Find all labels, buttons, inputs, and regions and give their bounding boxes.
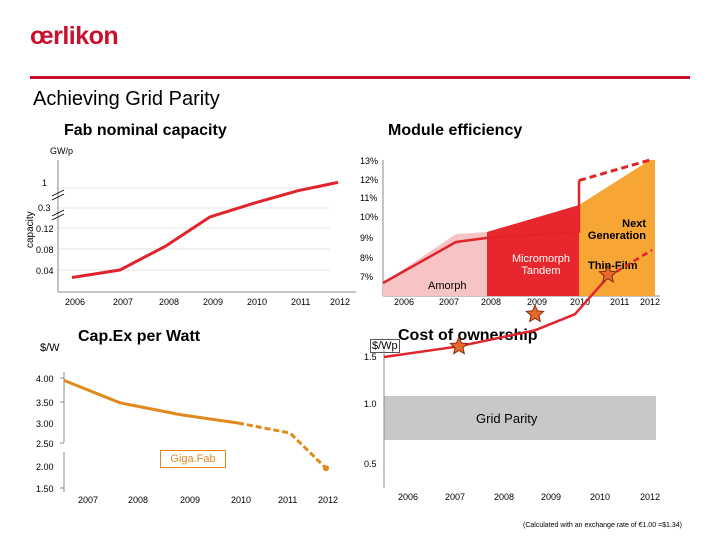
module-line-layer: [382, 158, 651, 285]
cost-xtick: 2010: [590, 492, 611, 502]
module-region-amorph: [383, 232, 487, 296]
cost-milestone-star: [449, 336, 469, 355]
capex-ytick: 4.00: [36, 374, 54, 384]
cost-xtick: 2007: [445, 492, 466, 502]
cost-xtick: 2008: [494, 492, 515, 502]
capex-line: [63, 379, 239, 425]
cost-ytick: 0.5: [364, 459, 377, 469]
capex-ytick: 2.00: [36, 462, 54, 472]
fab-line-layer: [71, 180, 339, 279]
cost-title: Cost of ownership: [398, 327, 538, 344]
module-xtick: 2006: [394, 297, 415, 307]
cost-ytick: 1.5: [364, 352, 377, 362]
slide-title: Achieving Grid Parity: [33, 88, 220, 110]
module-xtick: 2008: [481, 297, 502, 307]
capex-xtick: 2012: [318, 495, 339, 505]
fab-ytick: 0.04: [36, 266, 54, 276]
capex-xtick: 2010: [231, 495, 252, 505]
fab-capacity-line: [71, 180, 339, 279]
capex-projection: [237, 421, 328, 470]
header-divider: [30, 76, 690, 79]
cost-line-layer: [383, 248, 653, 359]
module-efficiency-projection: [578, 158, 651, 182]
module-region-label-thinfilm: Thin-Film: [588, 260, 638, 272]
fab-xtick: 2012: [330, 297, 351, 307]
capex-line-layer: [63, 379, 329, 472]
module-ytick: 10%: [360, 212, 379, 222]
fab-xtick: 2007: [113, 297, 134, 307]
module-ytick: 8%: [360, 253, 374, 263]
capex-ytick: 3.00: [36, 419, 54, 429]
capex-unit-label: $/W: [40, 342, 60, 354]
grid-parity-band: [384, 396, 656, 440]
fab-xtick: 2008: [159, 297, 180, 307]
fab-axis-break: [51, 209, 65, 221]
oerlikon-logo: œrlikon: [30, 22, 119, 50]
module-ytick: 11%: [360, 193, 378, 203]
cost-projection: [607, 248, 653, 278]
module-title: Module efficiency: [388, 122, 523, 139]
cost-line: [383, 275, 609, 359]
module-region-label-micromorph: Micromorph Tandem: [511, 253, 571, 277]
fab-axis-break: [51, 189, 65, 201]
fab-xtick: 2006: [65, 297, 86, 307]
fab-unit-label: GW/p: [50, 146, 74, 156]
module-region-next: [579, 160, 655, 296]
capex-end-point: [323, 465, 329, 472]
module-xtick: 2009: [527, 297, 548, 307]
fab-ytick: 1: [42, 178, 48, 188]
module-xtick: 2012: [640, 297, 661, 307]
fab-xtick: 2009: [203, 297, 224, 307]
module-ytick: 13%: [360, 156, 379, 166]
capex-title: Cap.Ex per Watt: [78, 328, 201, 345]
fab-ytick: 0.12: [36, 224, 54, 234]
cost-milestone-star: [525, 303, 545, 323]
module-xtick: 2010: [570, 297, 591, 307]
module-region-label-next: Next Generation: [587, 218, 646, 242]
cost-xtick: 2006: [398, 492, 419, 502]
module-xtick: 2007: [439, 297, 460, 307]
cost-milestone-star: [598, 264, 618, 283]
cost-unit-label: $/Wp: [370, 339, 400, 353]
module-ytick: 12%: [360, 175, 379, 185]
cost-ytick: 1.0: [364, 399, 377, 409]
fab-xtick: 2010: [247, 297, 268, 307]
capex-ytick: 2.50: [36, 439, 54, 449]
capex-ytick: 1.50: [36, 484, 54, 494]
fab-title: Fab nominal capacity: [64, 122, 227, 139]
module-region-micromorph: [487, 205, 579, 296]
exchange-rate-footnote: (Calculated with an exchange rate of €1.…: [523, 522, 682, 529]
capex-xtick: 2011: [278, 495, 298, 505]
fab-ytick: 0.08: [36, 245, 54, 255]
module-ytick: 9%: [360, 233, 374, 243]
capex-xtick: 2008: [128, 495, 149, 505]
fab-ytick: 0.3: [38, 203, 51, 213]
capex-ytick: 3.50: [36, 398, 54, 408]
module-efficiency-line: [382, 180, 581, 285]
cost-xtick: 2012: [640, 492, 661, 502]
gigafab-annotation: Giga.Fab: [160, 450, 226, 468]
fab-xtick: 2011: [291, 297, 311, 307]
grid-parity-label: Grid Parity: [476, 411, 538, 426]
module-xtick: 2011: [610, 297, 630, 307]
capex-xtick: 2009: [180, 495, 201, 505]
module-ytick: 7%: [360, 272, 374, 282]
cost-xtick: 2009: [541, 492, 562, 502]
capex-xtick: 2007: [78, 495, 99, 505]
module-region-label-amorph: Amorph: [428, 280, 467, 292]
